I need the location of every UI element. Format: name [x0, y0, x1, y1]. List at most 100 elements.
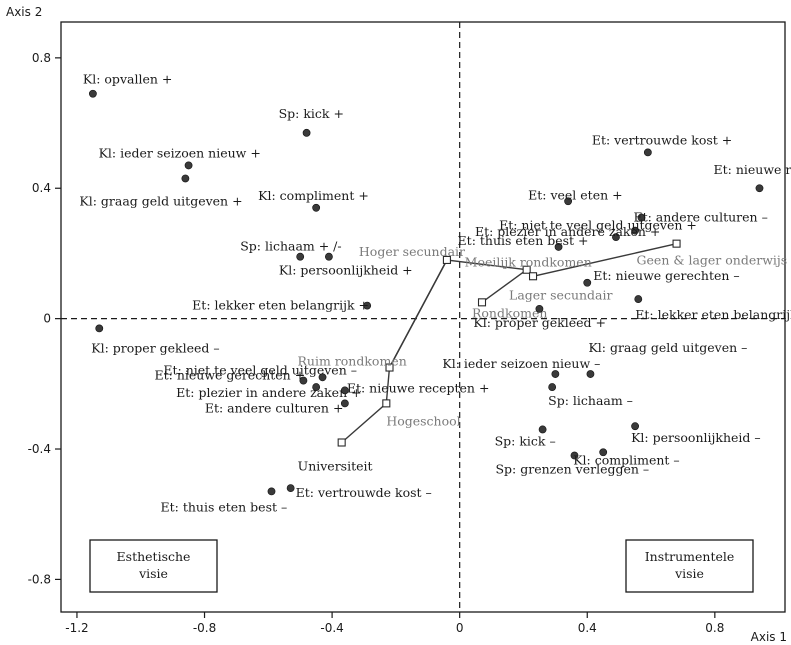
y-tick-label: 0.4: [32, 181, 51, 195]
category-point: [643, 148, 652, 157]
category-point: [318, 373, 327, 382]
category-point: [302, 128, 311, 137]
category-points: Kl: opvallen + Sp: kick + Kl: ieder seizoe…: [79, 72, 791, 515]
vision-box: [625, 539, 754, 593]
category-point: [312, 383, 321, 391]
category-point: [184, 161, 193, 170]
x-tick-label: -0.4: [320, 621, 343, 635]
trajectory-point: [382, 399, 391, 408]
category-point-label: Kl: graag geld uitgeven +: [79, 193, 242, 208]
trajectory-label: Universiteit: [298, 458, 373, 473]
trajectory-line: [388, 259, 448, 368]
category-point: [631, 422, 639, 431]
category-point-label: Et: lekker eten belangrijk +: [192, 298, 369, 313]
category-point-label: Et: andere culturen –: [633, 210, 767, 225]
category-point-label: Sp: kick –: [495, 433, 556, 448]
vision-box: [89, 539, 218, 593]
vision-box-text: visie: [674, 566, 704, 581]
category-point: [267, 487, 276, 496]
category-point: [88, 89, 97, 98]
y-tick-label: -0.8: [28, 572, 51, 586]
category-point: [286, 484, 295, 493]
category-point-label: Et: nieuwe recepten –: [713, 162, 791, 177]
category-point-label: Kl: proper gekleed –: [91, 340, 219, 355]
category-point-label: Et: nieuwe gerechten +: [155, 367, 306, 382]
trajectory-point: [385, 363, 394, 372]
category-point: [548, 383, 557, 391]
y-tick-label: 0: [43, 312, 51, 326]
category-point: [631, 226, 639, 235]
trajectory-point: [528, 272, 538, 281]
y-tick-label: 0.8: [32, 51, 51, 65]
category-point-label: Et: veel eten +: [528, 187, 622, 202]
category-point: [95, 324, 104, 333]
category-point: [538, 425, 547, 434]
x-tick-label: -0.8: [193, 621, 216, 635]
x-tick-label: 0.8: [705, 621, 724, 635]
category-point: [340, 399, 349, 408]
category-point-label: Kl: ieder seizoen nieuw +: [99, 145, 261, 160]
axes: Axis 2 Axis 1: [6, 5, 787, 644]
trajectory-label: Hoger secundair: [359, 244, 465, 259]
category-point-label: Et: nieuwe gerechten –: [593, 268, 739, 283]
category-point-label: Sp: lichaam –: [548, 393, 633, 408]
category-point: [599, 448, 608, 457]
category-point-label: Sp: grenzen verleggen –: [495, 462, 649, 477]
category-point-label: Et: niet te veel geld uitgeven –: [163, 363, 357, 378]
category-point: [612, 233, 620, 242]
category-point: [583, 278, 592, 287]
category-point-label: Et: lekker eten belangrijk –: [635, 307, 791, 322]
category-point: [325, 252, 333, 261]
category-point-label: Kl: compliment +: [258, 188, 369, 203]
trajectory-label: Ruim rondkomen: [298, 354, 407, 369]
category-point: [340, 386, 349, 395]
trajectory-label: Moeilijk rondkomen: [465, 255, 592, 270]
trajectory-point: [477, 298, 487, 307]
vision-boxes: Esthetische visie Instrumentele visie: [89, 539, 754, 593]
category-point-label: Et: nieuwe recepten +: [347, 380, 490, 395]
category-point-label: Kl: persoonlijkheid +: [279, 263, 413, 278]
category-point-label: Et: thuis eten best +: [458, 233, 589, 248]
category-point: [551, 370, 560, 378]
category-point: [637, 213, 646, 222]
trajectory-label: Geen & lager onderwijs: [637, 253, 788, 268]
category-point-label: Et: niet te veel geld uitgeven +: [499, 218, 697, 233]
category-point: [570, 451, 579, 460]
category-point-label: Et: thuis eten best –: [161, 499, 288, 514]
category-point: [564, 197, 573, 206]
category-point: [586, 370, 595, 378]
x-tick-label: 0.4: [578, 621, 597, 635]
trajectory-label: Rondkomen: [472, 305, 547, 320]
vision-box-text: Instrumentele: [645, 549, 735, 564]
trajectories: Universiteit Hogeschool Ruim rondkomen Hoge…: [298, 239, 788, 473]
category-point-label: Kl: compliment –: [573, 452, 679, 467]
category-point: [296, 252, 305, 261]
trajectory-line: [481, 269, 528, 303]
category-point: [755, 184, 764, 193]
trajectory-label: Hogeschool: [386, 413, 460, 428]
trajectory-point: [337, 438, 346, 447]
category-point-label: Et: plezier in andere zaken +: [475, 224, 660, 239]
x-tick-label: -1.2: [65, 621, 88, 635]
trajectory-point: [522, 265, 531, 274]
category-point-label: Kl: graag geld uitgeven –: [588, 340, 747, 355]
axis-ticks: -1.2 -0.8 -0.4 0 0.4 0.8 0.8 0.4 0 -0.4 -0.8: [28, 51, 725, 635]
category-point-label: Sp: lichaam + /-: [240, 239, 341, 254]
category-point-label: Et: vertrouwde kost +: [592, 132, 732, 147]
category-point-label: Et: vertrouwde kost –: [296, 485, 432, 500]
category-point: [299, 376, 308, 385]
x-tick-label: 0: [456, 621, 464, 635]
category-point-label: Et: plezier in andere zaken +: [176, 385, 361, 400]
x-axis-title: Axis 1: [751, 630, 787, 644]
y-axis-title: Axis 2: [6, 5, 42, 19]
y-tick-label: -0.4: [28, 442, 51, 456]
vision-box-text: visie: [138, 566, 168, 581]
category-point-label: Kl: opvallen +: [83, 72, 172, 87]
plot-frame: [60, 21, 786, 613]
category-point-label: Kl: ieder seizoen nieuw –: [442, 356, 600, 371]
trajectory-label: Lager secundair: [509, 287, 612, 302]
category-point-label: Kl: persoonlijkheid –: [631, 430, 761, 445]
category-point-label: Et: andere culturen +: [205, 400, 344, 415]
trajectory-point: [442, 255, 451, 265]
